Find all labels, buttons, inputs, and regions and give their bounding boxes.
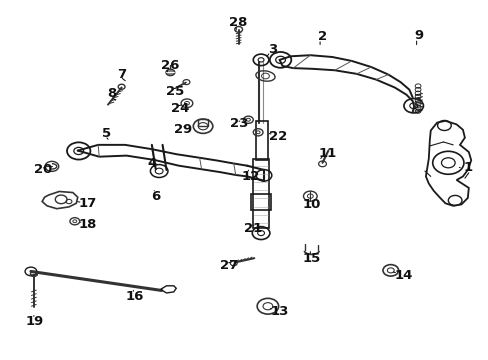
Text: 15: 15 [302, 252, 320, 265]
Text: 14: 14 [393, 269, 412, 282]
Circle shape [165, 69, 174, 76]
Text: 9: 9 [414, 29, 423, 42]
Text: 8: 8 [107, 87, 116, 100]
Text: 3: 3 [267, 42, 277, 55]
Text: 26: 26 [161, 59, 179, 72]
Text: 21: 21 [244, 222, 262, 235]
Text: 24: 24 [171, 102, 189, 115]
Text: 6: 6 [151, 190, 160, 203]
Text: 12: 12 [241, 170, 259, 183]
Text: 29: 29 [174, 122, 192, 136]
Text: 27: 27 [219, 259, 238, 272]
Text: 18: 18 [78, 218, 97, 231]
Text: 1: 1 [462, 161, 471, 174]
Text: 28: 28 [229, 16, 247, 29]
Text: 11: 11 [318, 147, 336, 159]
Text: 7: 7 [117, 68, 126, 81]
Text: 4: 4 [147, 157, 156, 170]
Text: 23: 23 [230, 117, 248, 130]
Text: 17: 17 [78, 197, 97, 210]
Text: 19: 19 [26, 315, 44, 328]
Text: 16: 16 [125, 290, 143, 303]
Circle shape [59, 198, 63, 201]
Text: 5: 5 [102, 127, 111, 140]
Text: 13: 13 [270, 306, 288, 319]
Text: 10: 10 [302, 198, 320, 211]
Text: 2: 2 [317, 30, 326, 43]
Text: 25: 25 [166, 85, 184, 98]
Text: 22: 22 [268, 130, 286, 143]
Text: 20: 20 [34, 163, 53, 176]
